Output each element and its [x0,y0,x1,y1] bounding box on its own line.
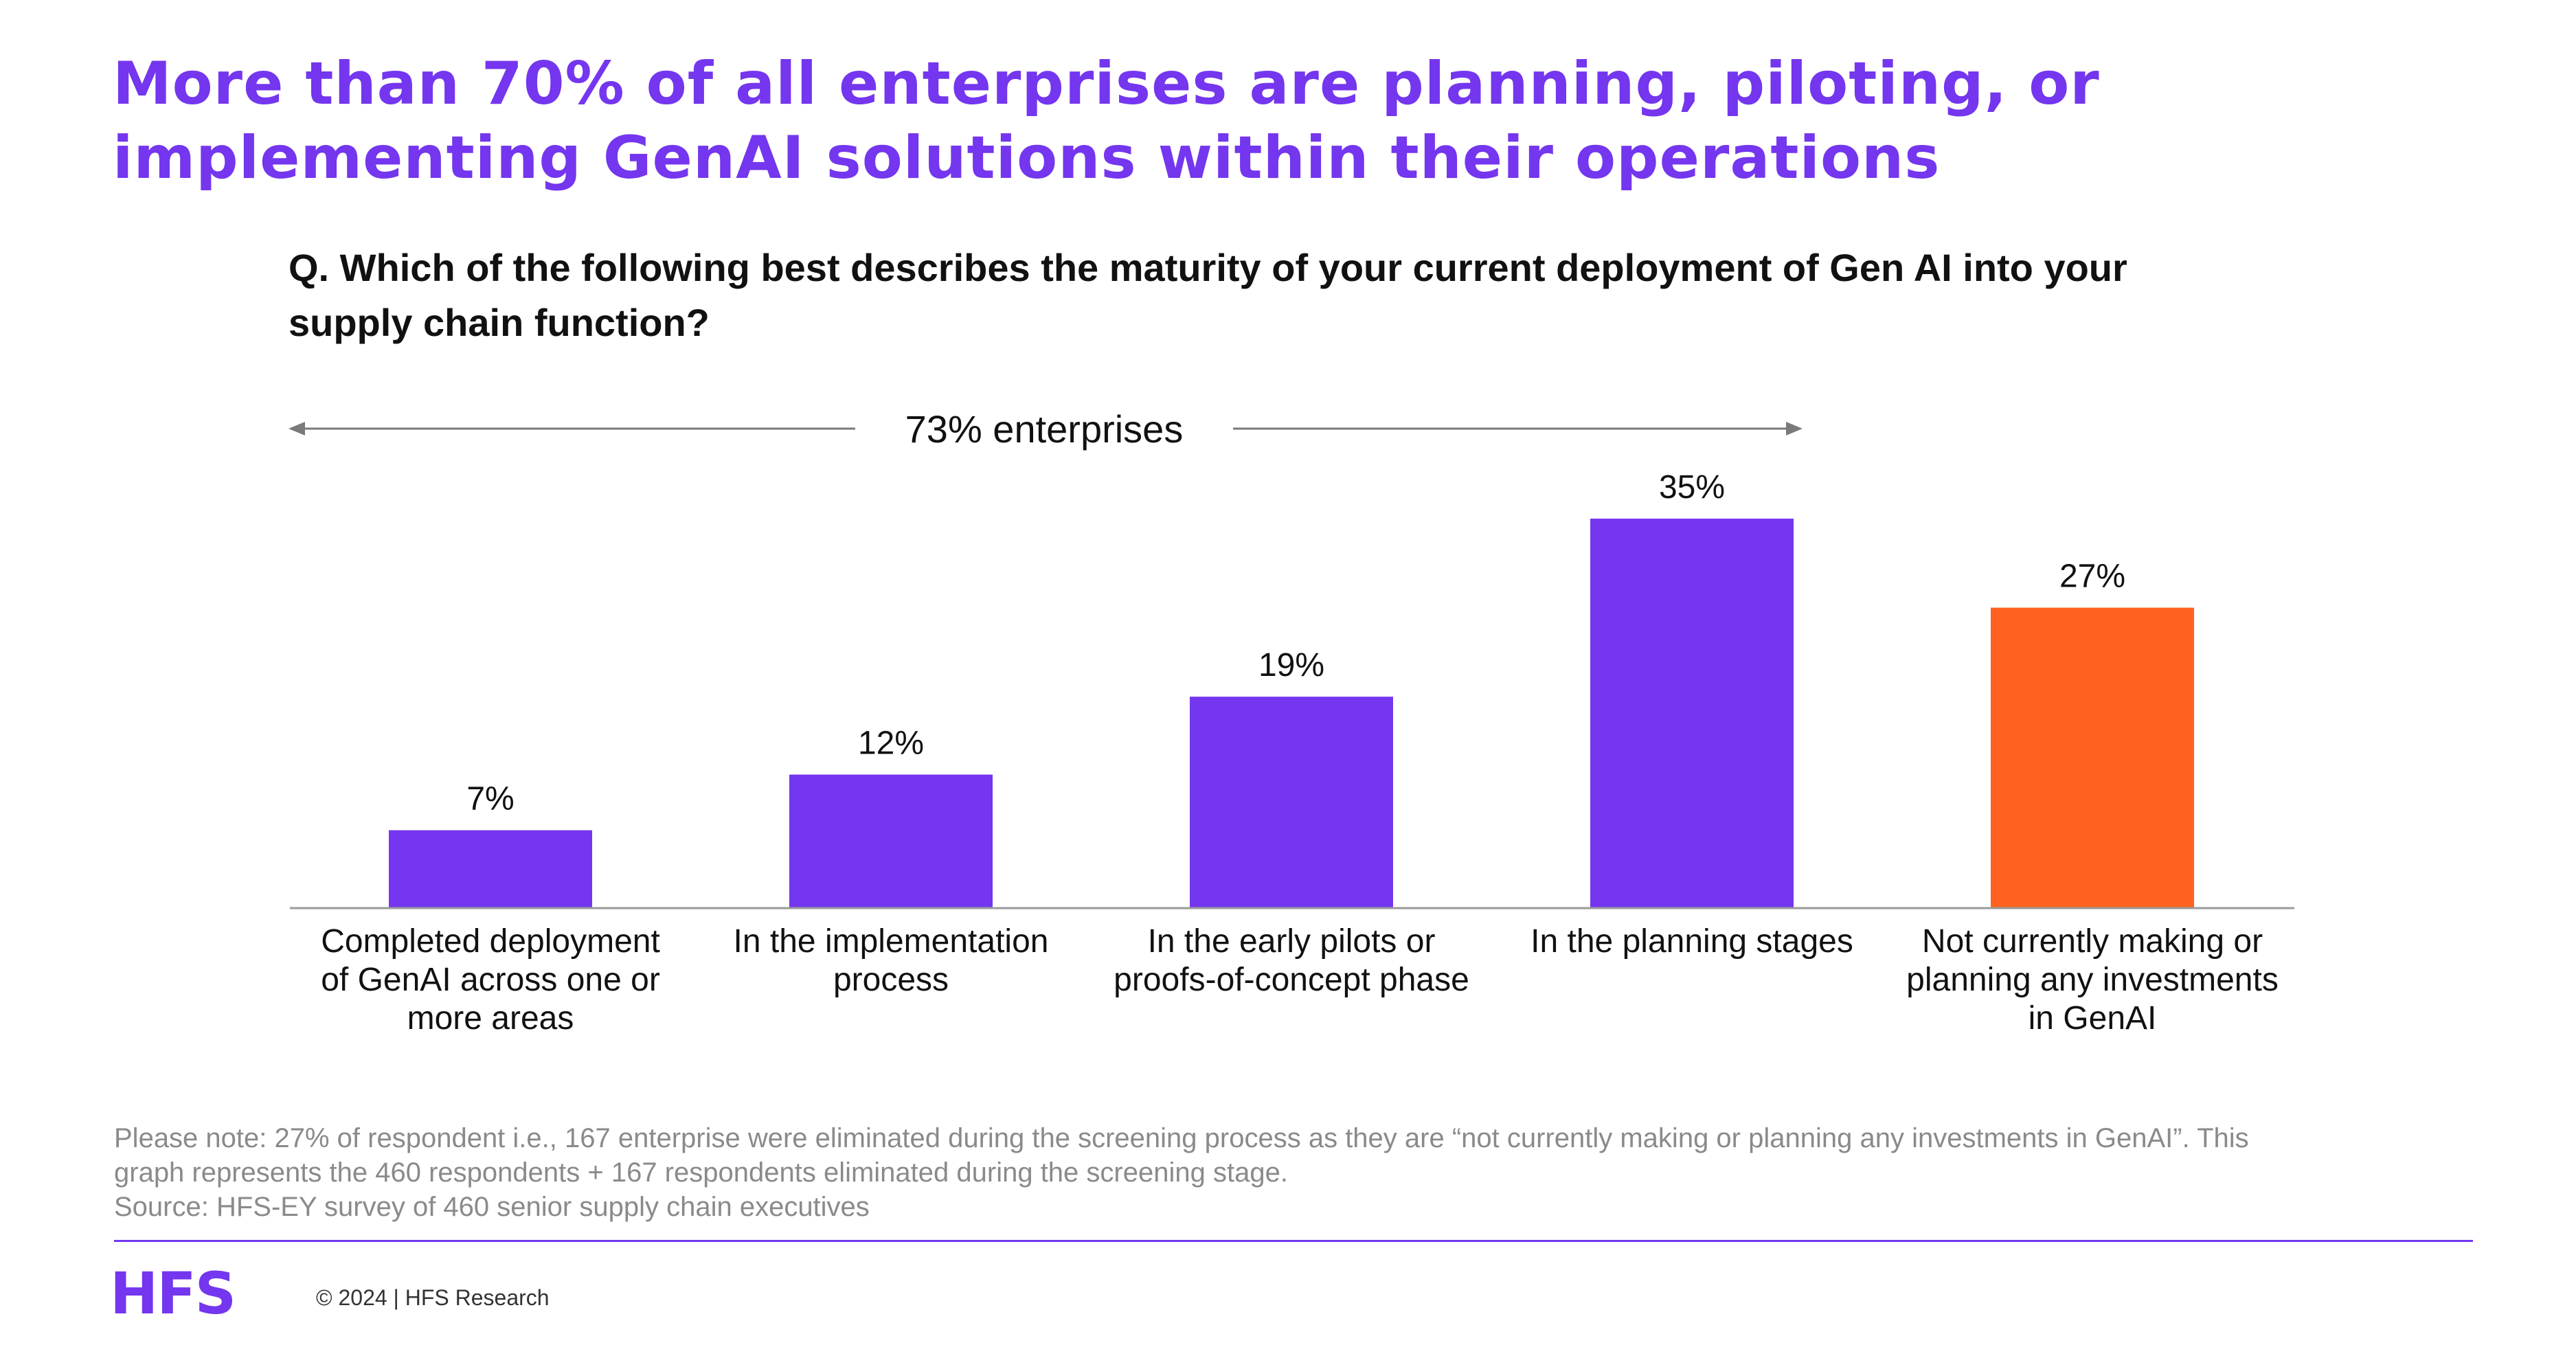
hfs-logo: HFS [110,1260,236,1327]
value-label-4: 35% [1659,469,1725,506]
survey-question-line-1: Q. Which of the following best describes… [289,246,2127,289]
category-label-1-line-1: Completed deployment [321,923,660,960]
source-note: Source: HFS-EY survey of 460 senior supp… [114,1192,870,1222]
category-label-1-line-3: more areas [407,1000,574,1037]
survey-question-line-2: supply chain function? [289,301,710,344]
footnote: Please note: 27% of respondent i.e., 167… [114,1121,2463,1224]
bar-5 [1991,607,2194,908]
category-label-3-line-1: In the early pilots or [1148,923,1436,960]
headline: More than 70% of all enterprises are pla… [113,47,2448,195]
span-arrow-right-head [1786,422,1803,436]
value-labels: 7% 12% 19% 35% 27% [466,469,2125,817]
bars [389,519,2194,908]
headline-line-2: implementing GenAI solutions within thei… [113,124,1941,192]
category-label-1-line-2: of GenAI across one or [321,962,660,998]
bar-1 [389,830,592,908]
bar-3 [1190,697,1393,908]
category-label-2-line-1: In the implementation [734,923,1049,960]
category-label-5-line-2: planning any investments [1906,962,2279,998]
value-label-1: 7% [466,781,514,817]
footnote-line-1: Please note: 27% of respondent i.e., 167… [114,1123,2249,1153]
category-label-5-line-1: Not currently making or [1922,923,2263,960]
category-label-2-line-2: process [833,962,949,998]
value-label-3: 19% [1258,647,1324,683]
span-annotation-label: 73% enterprises [905,407,1184,451]
span-annotation: 73% enterprises [289,407,1803,451]
span-arrow-left-head [289,422,305,436]
value-label-2: 12% [858,725,924,762]
bar-4 [1590,519,1794,908]
category-label-5-line-3: in GenAI [2029,1000,2157,1037]
survey-question: Q. Which of the following best describes… [289,240,2281,350]
value-label-5: 27% [2059,558,2125,595]
bar-2 [789,774,993,908]
category-label-3-line-2: proofs-of-concept phase [1114,962,1469,998]
category-label-4-line-1: In the planning stages [1530,923,1853,960]
bar-chart: 73% enterprises 7% 12% 19% 35% 27% Completed… [289,407,2294,1037]
copyright-text: © 2024 | HFS Research [316,1285,550,1310]
footer-divider [114,1240,2473,1242]
headline-line-1: More than 70% of all enterprises are pla… [113,49,2100,118]
footnote-line-2: graph represents the 460 respondents + 1… [114,1157,1288,1188]
